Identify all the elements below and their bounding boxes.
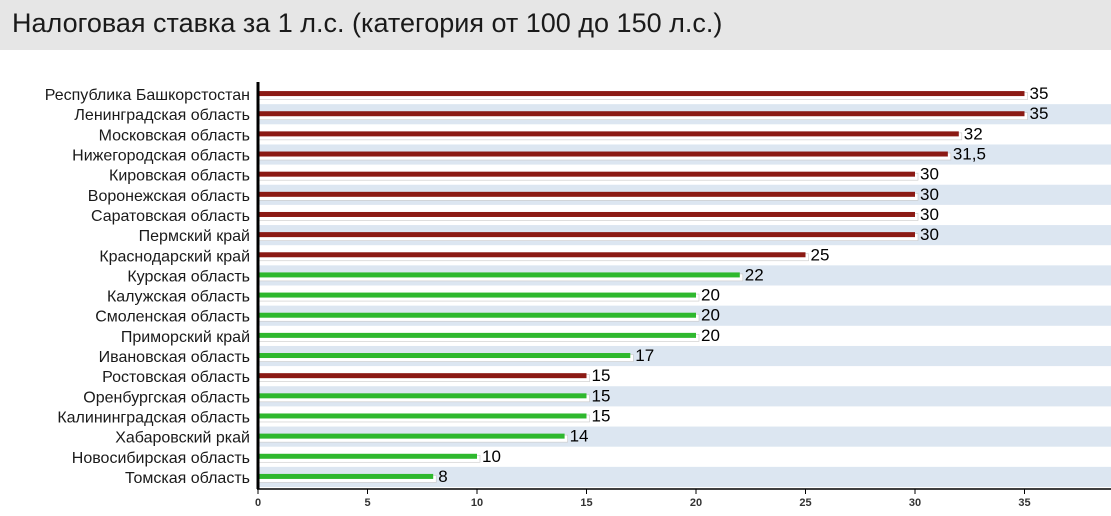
category-label: Калининградская область bbox=[57, 409, 250, 426]
bar bbox=[258, 171, 915, 177]
category-label: Пермский край bbox=[139, 228, 250, 245]
x-tick-label: 35 bbox=[1018, 497, 1030, 509]
x-tick-label: 5 bbox=[364, 497, 370, 509]
data-label: 31,5 bbox=[953, 145, 986, 164]
data-label: 30 bbox=[920, 165, 939, 184]
category-label: Хабаровский ркай bbox=[115, 430, 250, 447]
bar bbox=[258, 272, 740, 278]
category-label: Воронежская область bbox=[88, 188, 250, 205]
data-label: 35 bbox=[1030, 84, 1049, 103]
bar bbox=[258, 312, 696, 318]
x-tick-label: 10 bbox=[471, 497, 483, 509]
data-label: 32 bbox=[964, 124, 983, 143]
data-label: 25 bbox=[811, 245, 830, 264]
data-label: 35 bbox=[1030, 104, 1049, 123]
bar bbox=[258, 232, 915, 238]
data-label: 20 bbox=[701, 326, 720, 345]
category-label: Ростовская область bbox=[102, 369, 250, 386]
bar bbox=[258, 473, 434, 479]
bar bbox=[258, 413, 587, 419]
category-label: Томская область bbox=[125, 470, 250, 487]
data-label: 22 bbox=[745, 265, 764, 284]
data-label: 30 bbox=[920, 225, 939, 244]
category-label: Республика Башкорстостан bbox=[45, 87, 250, 104]
category-label: Саратовская область bbox=[91, 208, 250, 225]
category-label: Кировская область bbox=[109, 168, 250, 185]
x-tick-label: 0 bbox=[255, 497, 261, 509]
bar bbox=[258, 131, 959, 137]
data-label: 15 bbox=[592, 366, 611, 385]
bar bbox=[258, 252, 806, 258]
bar bbox=[258, 433, 565, 439]
bar bbox=[258, 111, 1025, 117]
bar bbox=[258, 373, 587, 379]
category-label: Московская область bbox=[99, 127, 250, 144]
category-label: Новосибирская область bbox=[72, 450, 250, 467]
x-tick-label: 25 bbox=[799, 497, 811, 509]
data-label: 20 bbox=[701, 286, 720, 305]
data-label: 20 bbox=[701, 306, 720, 325]
data-label: 14 bbox=[570, 427, 589, 446]
x-tick-label: 15 bbox=[580, 497, 592, 509]
category-label: Калужская область bbox=[107, 289, 250, 306]
bar bbox=[258, 292, 696, 298]
category-label: Курская область bbox=[127, 268, 250, 285]
x-tick-label: 20 bbox=[690, 497, 702, 509]
bar bbox=[258, 91, 1025, 97]
title-bar: Налоговая ставка за 1 л.с. (категория от… bbox=[0, 0, 1111, 50]
data-label: 30 bbox=[920, 185, 939, 204]
data-label: 17 bbox=[635, 346, 654, 365]
category-label: Ивановская область bbox=[99, 349, 250, 366]
x-tick-label: 30 bbox=[909, 497, 921, 509]
category-label: Краснодарский край bbox=[99, 248, 250, 265]
category-label: Смоленская область bbox=[95, 309, 250, 326]
data-label: 15 bbox=[592, 386, 611, 405]
data-label: 8 bbox=[438, 467, 447, 486]
data-label: 30 bbox=[920, 205, 939, 224]
category-label: Нижегородская область bbox=[72, 148, 250, 165]
bar bbox=[258, 393, 587, 399]
row-stripe bbox=[258, 466, 1111, 487]
category-label: Оренбургская область bbox=[83, 389, 250, 406]
bar bbox=[258, 353, 631, 359]
bar bbox=[258, 191, 915, 197]
category-label: Ленинградская область bbox=[74, 107, 250, 124]
category-label: Приморский край bbox=[121, 329, 250, 346]
bar bbox=[258, 211, 915, 217]
chart-title: Налоговая ставка за 1 л.с. (категория от… bbox=[12, 8, 723, 38]
bar bbox=[258, 151, 948, 157]
data-label: 10 bbox=[482, 447, 501, 466]
bar bbox=[258, 453, 477, 459]
data-label: 15 bbox=[592, 406, 611, 425]
bar bbox=[258, 332, 696, 338]
